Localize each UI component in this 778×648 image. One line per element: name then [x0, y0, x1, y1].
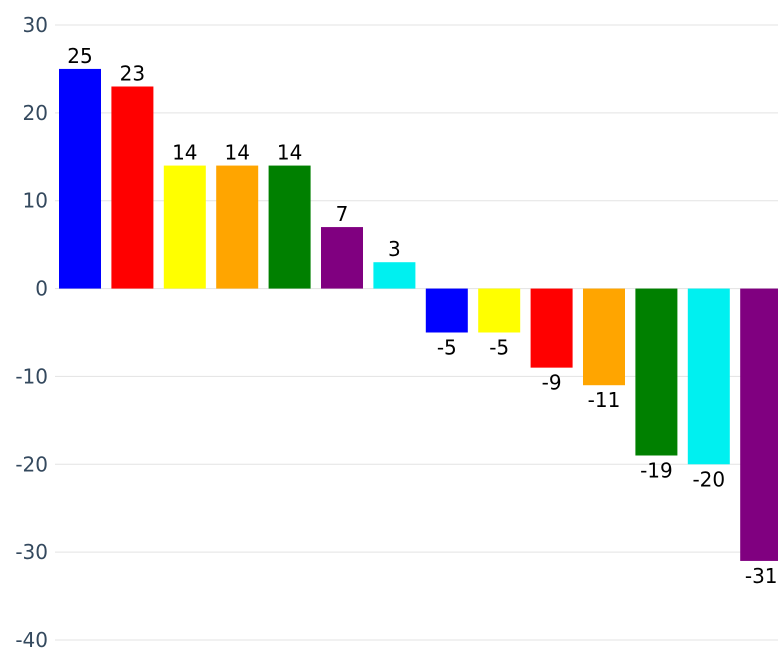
data-label: -19 [640, 459, 673, 483]
bar [635, 288, 678, 456]
data-label: -11 [588, 388, 621, 412]
data-label: -9 [542, 371, 562, 395]
bar [478, 288, 521, 333]
y-tick-label: 10 [23, 189, 48, 213]
y-tick-label: -20 [15, 452, 48, 476]
bar [111, 86, 154, 289]
data-label: 23 [120, 62, 145, 86]
bar [373, 262, 416, 289]
y-tick-label: -40 [15, 628, 48, 648]
bar [163, 165, 206, 289]
bar [59, 68, 101, 289]
bar [425, 288, 468, 333]
y-tick-label: -30 [15, 540, 48, 564]
bar [530, 288, 573, 368]
data-label: 25 [67, 44, 92, 68]
data-label: -5 [489, 336, 509, 360]
data-label: 3 [388, 237, 401, 261]
bar [268, 165, 311, 289]
y-tick-label: 0 [35, 277, 48, 301]
bar [583, 288, 625, 386]
bar [216, 165, 259, 289]
bar [740, 288, 778, 561]
y-tick-label: 20 [23, 101, 48, 125]
data-label: 7 [336, 202, 349, 226]
y-tick-label: 30 [23, 13, 48, 37]
data-label: -5 [437, 336, 457, 360]
bar [321, 227, 363, 289]
data-label: -20 [692, 467, 725, 491]
data-label: 14 [172, 141, 197, 165]
data-label: 14 [277, 141, 302, 165]
data-label: 14 [224, 141, 249, 165]
y-tick-label: -10 [15, 364, 48, 388]
bar [687, 288, 730, 465]
data-label: -31 [745, 564, 778, 588]
